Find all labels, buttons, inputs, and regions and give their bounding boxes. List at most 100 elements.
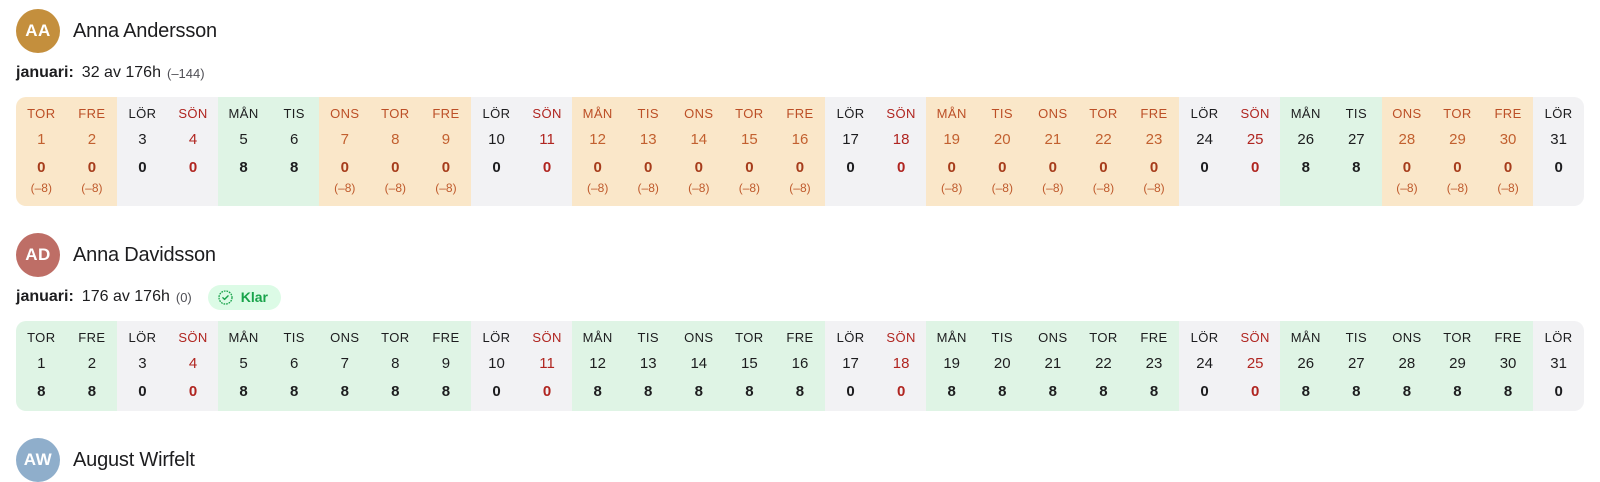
day-number: 14 xyxy=(690,355,708,372)
day-cell-17[interactable]: LÖR 17 0 xyxy=(825,97,876,206)
day-cell-16[interactable]: FRE 16 8 xyxy=(774,321,826,411)
day-cell-8[interactable]: TOR 8 0 (–8) xyxy=(370,97,421,206)
day-cell-28[interactable]: ONS 28 0 (–8) xyxy=(1381,97,1433,206)
day-cell-21[interactable]: ONS 21 8 xyxy=(1027,321,1079,411)
day-name: TOR xyxy=(1443,330,1472,345)
day-name: TOR xyxy=(1443,106,1472,121)
day-cell-29[interactable]: TOR 29 0 (–8) xyxy=(1432,97,1483,206)
hours-value: 0 xyxy=(87,159,97,176)
day-cell-10[interactable]: LÖR 10 0 xyxy=(471,321,522,411)
day-cell-29[interactable]: TOR 29 8 xyxy=(1432,321,1483,411)
day-number: 9 xyxy=(441,131,451,148)
day-cell-26[interactable]: MÅN 26 8 xyxy=(1280,321,1332,411)
hours-value: 8 xyxy=(1149,383,1159,400)
day-cell-6[interactable]: TIS 6 8 xyxy=(268,321,320,411)
hours-value: 0 xyxy=(896,159,906,176)
day-cell-15[interactable]: TOR 15 0 (–8) xyxy=(724,97,775,206)
day-cell-11[interactable]: SÖN 11 0 xyxy=(521,97,573,206)
day-cell-27[interactable]: TIS 27 8 xyxy=(1331,321,1382,411)
hours-value: 8 xyxy=(290,383,299,400)
day-number: 6 xyxy=(290,355,299,372)
day-name: ONS xyxy=(1038,106,1068,121)
employee-section-anna-andersson: AA Anna Andersson januari: 32 av 176h (–… xyxy=(16,9,1584,206)
day-cell-23[interactable]: FRE 23 8 xyxy=(1128,321,1180,411)
day-cell-27[interactable]: TIS 27 8 xyxy=(1331,97,1382,206)
day-cell-5[interactable]: MÅN 5 8 xyxy=(218,321,269,411)
day-cell-30[interactable]: FRE 30 8 xyxy=(1482,321,1534,411)
day-cell-4[interactable]: SÖN 4 0 xyxy=(167,97,219,206)
day-cell-20[interactable]: TIS 20 8 xyxy=(976,321,1028,411)
hours-diff: (–8) xyxy=(435,181,457,195)
day-name: ONS xyxy=(1392,330,1422,345)
day-cell-3[interactable]: LÖR 3 0 xyxy=(117,321,168,411)
day-cell-24[interactable]: LÖR 24 0 xyxy=(1179,321,1230,411)
day-name: TOR xyxy=(27,106,56,121)
day-cell-15[interactable]: TOR 15 8 xyxy=(724,321,775,411)
day-name: FRE xyxy=(1140,330,1168,345)
day-cell-1[interactable]: TOR 1 8 xyxy=(16,321,67,411)
day-cell-1[interactable]: TOR 1 0 (–8) xyxy=(16,97,67,206)
day-number: 25 xyxy=(1246,355,1264,372)
day-cell-2[interactable]: FRE 2 0 (–8) xyxy=(66,97,118,206)
day-cell-11[interactable]: SÖN 11 0 xyxy=(521,321,573,411)
day-cell-9[interactable]: FRE 9 8 xyxy=(420,321,472,411)
avatar: AD xyxy=(16,233,60,277)
day-cell-25[interactable]: SÖN 25 0 xyxy=(1229,321,1281,411)
day-cell-8[interactable]: TOR 8 8 xyxy=(370,321,421,411)
day-number: 26 xyxy=(1297,131,1315,148)
day-cell-30[interactable]: FRE 30 0 (–8) xyxy=(1482,97,1534,206)
hours-summary: 32 av 176h xyxy=(81,64,161,81)
day-cell-24[interactable]: LÖR 24 0 xyxy=(1179,97,1230,206)
day-cell-4[interactable]: SÖN 4 0 xyxy=(167,321,219,411)
day-cell-18[interactable]: SÖN 18 0 xyxy=(875,97,927,206)
day-cell-26[interactable]: MÅN 26 8 xyxy=(1280,97,1332,206)
hours-value: 0 xyxy=(1250,383,1260,400)
hours-diff: (–8) xyxy=(991,181,1013,195)
day-cell-28[interactable]: ONS 28 8 xyxy=(1381,321,1433,411)
day-name: TIS xyxy=(991,330,1013,345)
hours-value: 0 xyxy=(947,159,956,176)
day-cell-9[interactable]: FRE 9 0 (–8) xyxy=(420,97,472,206)
day-cell-22[interactable]: TOR 22 8 xyxy=(1078,321,1129,411)
day-cell-3[interactable]: LÖR 3 0 xyxy=(117,97,168,206)
day-cell-23[interactable]: FRE 23 0 (–8) xyxy=(1128,97,1180,206)
day-cell-13[interactable]: TIS 13 8 xyxy=(622,321,674,411)
day-number: 28 xyxy=(1398,355,1416,372)
hours-value: 8 xyxy=(694,383,703,400)
day-cell-7[interactable]: ONS 7 0 (–8) xyxy=(319,97,371,206)
hours-value: 0 xyxy=(694,159,703,176)
day-cell-19[interactable]: MÅN 19 8 xyxy=(926,321,977,411)
day-cell-13[interactable]: TIS 13 0 (–8) xyxy=(622,97,674,206)
hours-value: 0 xyxy=(1250,159,1260,176)
day-cell-2[interactable]: FRE 2 8 xyxy=(66,321,118,411)
day-cell-31[interactable]: LÖR 31 0 xyxy=(1533,97,1584,206)
day-cell-22[interactable]: TOR 22 0 (–8) xyxy=(1078,97,1129,206)
day-cell-20[interactable]: TIS 20 0 (–8) xyxy=(976,97,1028,206)
day-number: 21 xyxy=(1044,355,1062,372)
day-number: 29 xyxy=(1449,131,1466,148)
day-cell-14[interactable]: ONS 14 0 (–8) xyxy=(673,97,725,206)
day-cell-19[interactable]: MÅN 19 0 (–8) xyxy=(926,97,977,206)
day-name: TIS xyxy=(1345,330,1368,345)
day-name: SÖN xyxy=(1240,330,1270,345)
day-cell-14[interactable]: ONS 14 8 xyxy=(673,321,725,411)
day-cell-16[interactable]: FRE 16 0 (–8) xyxy=(774,97,826,206)
day-cell-6[interactable]: TIS 6 8 xyxy=(268,97,320,206)
day-cell-12[interactable]: MÅN 12 0 (–8) xyxy=(572,97,623,206)
day-number: 11 xyxy=(539,355,555,372)
day-cell-25[interactable]: SÖN 25 0 xyxy=(1229,97,1281,206)
day-number: 23 xyxy=(1145,131,1163,148)
hours-diff: (–8) xyxy=(81,181,103,195)
day-name: LÖR xyxy=(482,106,511,121)
day-cell-18[interactable]: SÖN 18 0 xyxy=(875,321,927,411)
day-cell-31[interactable]: LÖR 31 0 xyxy=(1533,321,1584,411)
day-cell-17[interactable]: LÖR 17 0 xyxy=(825,321,876,411)
day-number: 26 xyxy=(1297,355,1315,372)
day-cell-10[interactable]: LÖR 10 0 xyxy=(471,97,522,206)
day-cell-7[interactable]: ONS 7 8 xyxy=(319,321,371,411)
day-cell-12[interactable]: MÅN 12 8 xyxy=(572,321,623,411)
day-cell-5[interactable]: MÅN 5 8 xyxy=(218,97,269,206)
employee-header: AD Anna Davidsson xyxy=(16,233,1584,277)
day-cell-21[interactable]: ONS 21 0 (–8) xyxy=(1027,97,1079,206)
hours-diff: (–8) xyxy=(586,181,609,195)
